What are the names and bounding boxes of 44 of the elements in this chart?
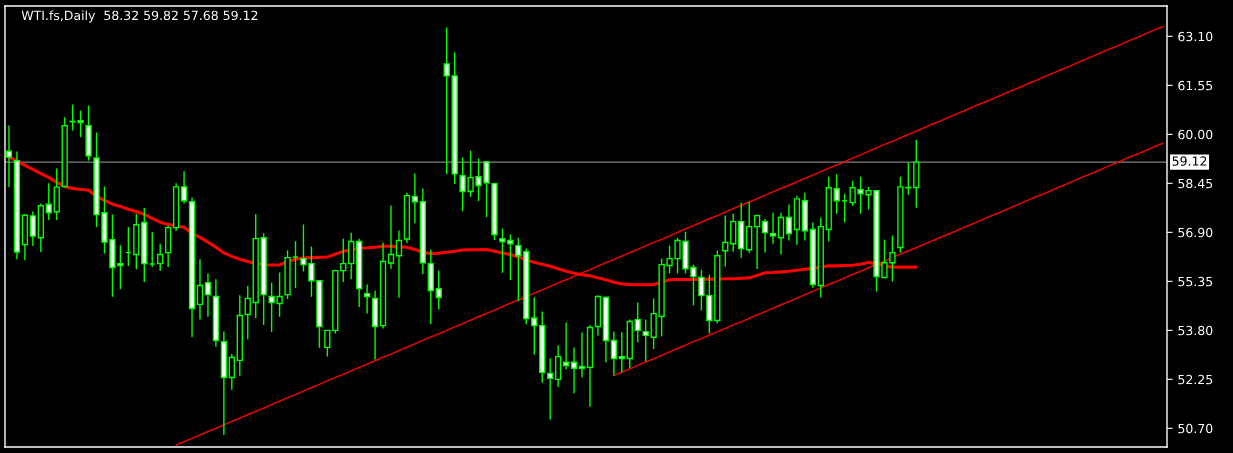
candlestick (443, 26, 450, 175)
y-tick-label: 50.70 (1178, 423, 1213, 434)
candlestick (348, 231, 355, 280)
y-tick-label: 63.10 (1178, 31, 1213, 42)
candlestick (411, 172, 419, 224)
candlestick (554, 344, 562, 388)
candlestick (324, 329, 331, 358)
candlestick (387, 204, 395, 270)
candlestick (157, 243, 164, 272)
candlestick (204, 272, 212, 318)
candlestick (769, 212, 777, 245)
candlestick (363, 283, 371, 315)
candlestick (196, 258, 204, 321)
candlestick (745, 200, 753, 254)
candlestick (531, 296, 538, 356)
candlestick (761, 218, 769, 254)
y-tick-label: 58.45 (1178, 178, 1213, 189)
candlestick (833, 173, 840, 215)
candlestick (340, 237, 347, 283)
candlestick (228, 353, 235, 391)
candlestick (722, 214, 729, 268)
y-tick-label: 53.80 (1178, 325, 1213, 336)
candlestick (180, 170, 188, 205)
candlestick (435, 269, 442, 311)
candlestick (618, 331, 625, 374)
y-tick-label: 60.00 (1178, 129, 1213, 140)
candlestick (634, 301, 641, 344)
candlestick (730, 213, 737, 253)
ref-line-label: 59.12 (1172, 156, 1207, 166)
y-tick-label: 52.25 (1178, 374, 1213, 385)
candlestick (570, 346, 578, 394)
candlestick (29, 210, 37, 247)
candlestick (785, 203, 793, 242)
y-tick-label: 56.90 (1178, 227, 1213, 238)
candlestick (610, 330, 618, 377)
chart-title: WTI.fs,Daily 58.32 59.82 57.68 59.12 (21, 10, 258, 23)
candlestick (777, 212, 785, 256)
candlestick (578, 331, 586, 379)
candlestick (753, 213, 761, 270)
y-tick-label: 61.55 (1178, 80, 1213, 91)
y-tick-label: 55.35 (1178, 276, 1213, 287)
candlestick (547, 357, 554, 421)
candlestick (244, 285, 251, 340)
candlestick (395, 229, 403, 299)
